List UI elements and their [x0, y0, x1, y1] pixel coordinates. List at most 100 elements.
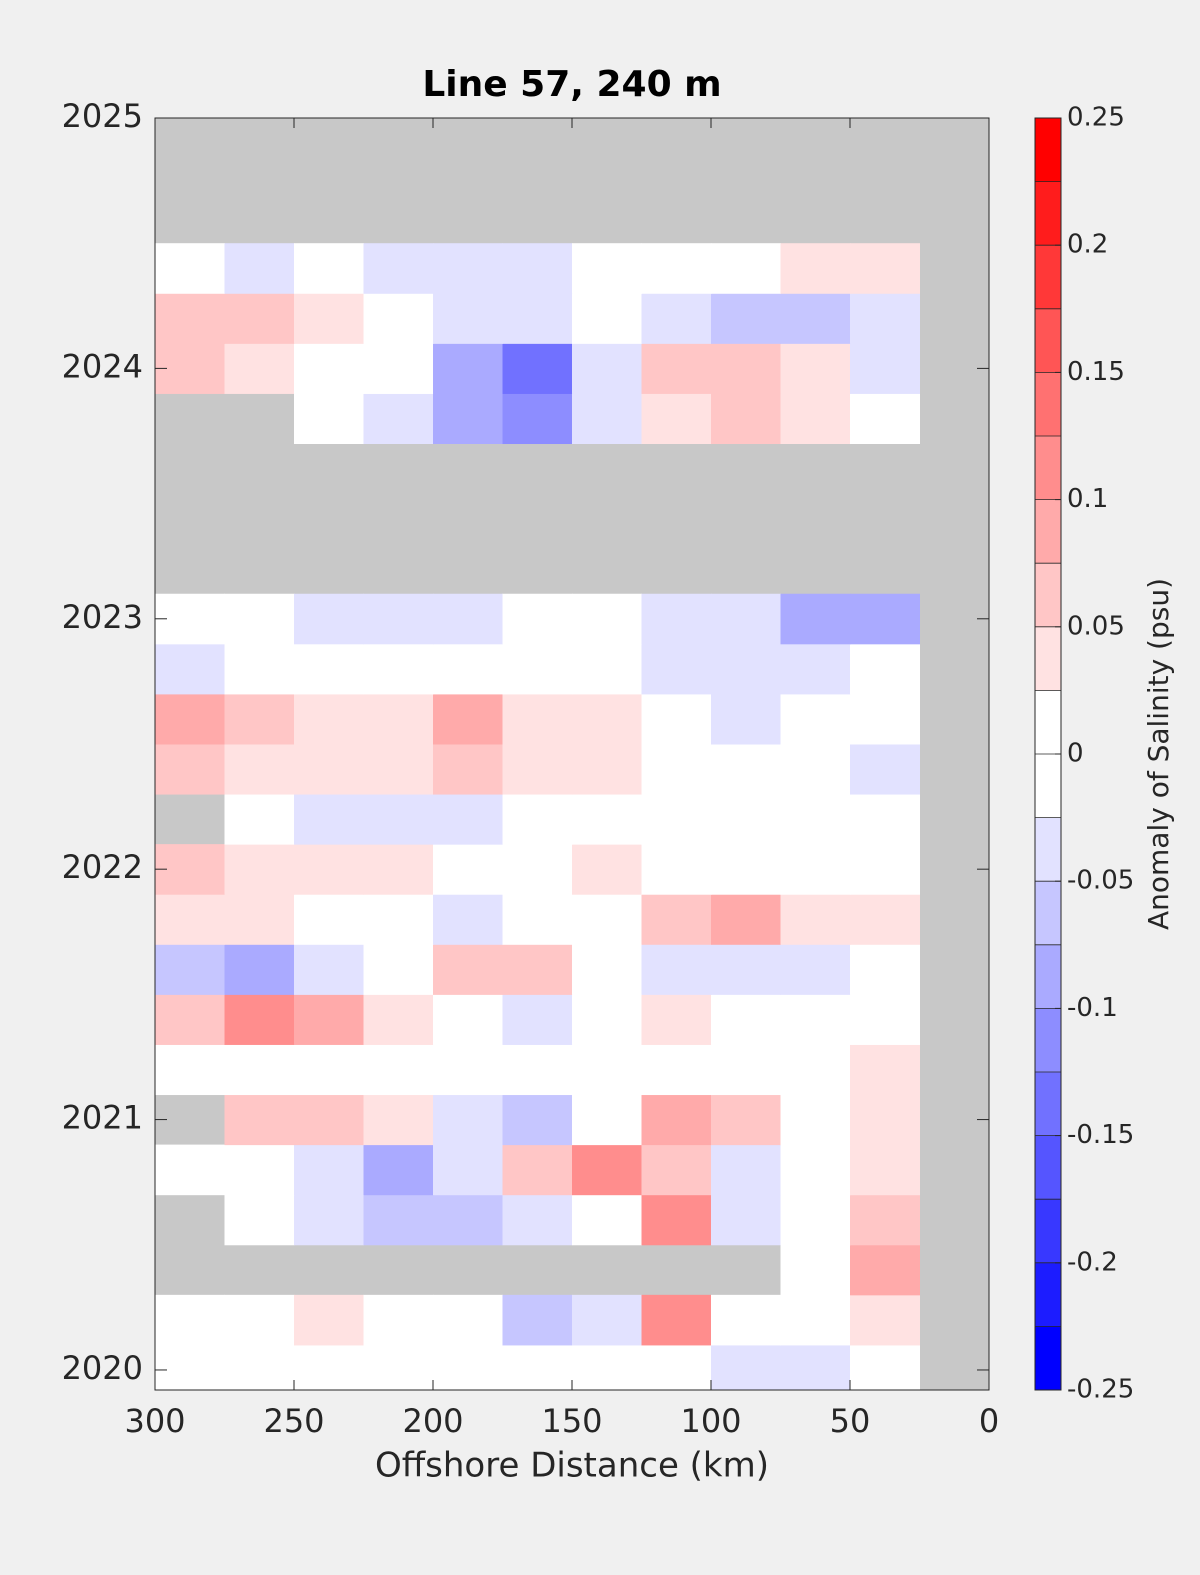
contour-cell — [780, 743, 851, 795]
contour-cell — [641, 393, 712, 445]
contour-cell — [155, 643, 225, 695]
contour-cell — [294, 844, 364, 895]
contour-cell — [224, 593, 295, 645]
contour-cell — [780, 643, 851, 695]
contour-cell — [294, 1044, 364, 1096]
contour-cell — [572, 944, 642, 995]
contour-cell — [780, 844, 851, 895]
contour-cell — [711, 643, 781, 695]
y-tick-label: 2025 — [62, 97, 143, 135]
contour-cell — [433, 343, 503, 394]
contour-cell — [224, 794, 295, 845]
contour-cell — [433, 894, 503, 945]
colorbar-band — [1035, 881, 1061, 946]
contour-cell — [363, 1144, 434, 1196]
contour-cell — [363, 1344, 434, 1390]
contour-cell — [502, 1144, 573, 1196]
colorbar-band — [1035, 1199, 1061, 1264]
contour-cell — [572, 1144, 642, 1196]
contour-cell — [155, 293, 225, 344]
contour-cell — [363, 343, 434, 394]
contour-cell — [224, 293, 295, 344]
contour-cell — [641, 894, 712, 945]
contour-cell — [502, 894, 573, 945]
x-tick-label: 100 — [680, 1402, 741, 1440]
contour-cell — [502, 343, 573, 394]
colorbar-band — [1035, 1072, 1061, 1136]
contour-cell — [363, 1294, 434, 1346]
colorbar-band — [1035, 372, 1061, 437]
contour-cell — [641, 844, 712, 895]
contour-cell — [780, 1094, 851, 1146]
contour-cell — [780, 343, 851, 394]
contour-cell — [433, 1044, 503, 1096]
contour-cell — [780, 1194, 851, 1246]
contour-cell — [224, 944, 295, 995]
contour-cell — [155, 693, 225, 745]
colorbar-tick-label: -0.1 — [1067, 993, 1118, 1023]
contour-cell — [572, 393, 642, 445]
contour-cell — [224, 1094, 295, 1146]
colorbar-band — [1035, 754, 1061, 818]
colorbar-band — [1035, 817, 1061, 882]
contour-cell — [711, 743, 781, 795]
contour-cell — [363, 243, 434, 294]
contour-cell — [433, 1294, 503, 1346]
contour-cell — [850, 844, 920, 895]
contour-cell — [433, 1344, 503, 1390]
contour-cell — [572, 1194, 642, 1246]
contour-cell — [294, 293, 364, 344]
y-tick-label: 2023 — [62, 598, 143, 636]
contour-cell — [155, 1044, 225, 1096]
contour-cell — [155, 994, 225, 1045]
contour-cell — [711, 994, 781, 1045]
contour-cell — [711, 794, 781, 845]
x-tick-label: 200 — [402, 1402, 463, 1440]
x-tick-label: 0 — [979, 1402, 999, 1440]
colorbar-tick-label: -0.05 — [1067, 866, 1134, 896]
contour-cell — [572, 593, 642, 645]
contour-cell — [850, 593, 920, 645]
contour-cell — [780, 1244, 851, 1296]
contour-cell — [224, 343, 295, 394]
contour-cell — [711, 243, 781, 294]
contour-cell — [502, 1194, 573, 1246]
contour-cell — [433, 1144, 503, 1196]
colorbar-tick-label: 0.2 — [1067, 230, 1108, 260]
contour-cell — [780, 693, 851, 745]
contour-cell — [433, 643, 503, 695]
contour-cell — [433, 944, 503, 995]
contour-cell — [155, 243, 225, 294]
contour-cell — [572, 1294, 642, 1346]
contour-cell — [224, 693, 295, 745]
contour-cell — [433, 393, 503, 445]
contour-cell — [155, 1294, 225, 1346]
contour-cell — [363, 693, 434, 745]
colorbar-band — [1035, 118, 1061, 182]
colorbar-band — [1035, 499, 1061, 564]
contour-cell — [641, 1294, 712, 1346]
contour-cell — [572, 743, 642, 795]
contour-cell — [363, 1044, 434, 1096]
contour-cell — [780, 1044, 851, 1096]
contour-cell — [641, 794, 712, 845]
contour-cell — [572, 844, 642, 895]
contour-cell — [502, 743, 573, 795]
contour-cell — [711, 894, 781, 945]
contour-cell — [780, 1294, 851, 1346]
contour-cell — [850, 343, 920, 394]
contour-cell — [850, 393, 920, 445]
contour-cell — [850, 894, 920, 945]
contour-cell — [850, 944, 920, 995]
contour-cell — [711, 1144, 781, 1196]
contour-cell — [850, 1044, 920, 1096]
contour-cell — [294, 343, 364, 394]
y-tick-label: 2022 — [62, 848, 143, 886]
colorbar-band — [1035, 563, 1061, 628]
contour-cell — [294, 643, 364, 695]
colorbar-band — [1035, 626, 1061, 691]
contour-cell — [155, 743, 225, 795]
colorbar-band — [1035, 690, 1061, 755]
contour-cell — [780, 794, 851, 845]
colorbar-tick-label: -0.15 — [1067, 1120, 1134, 1150]
